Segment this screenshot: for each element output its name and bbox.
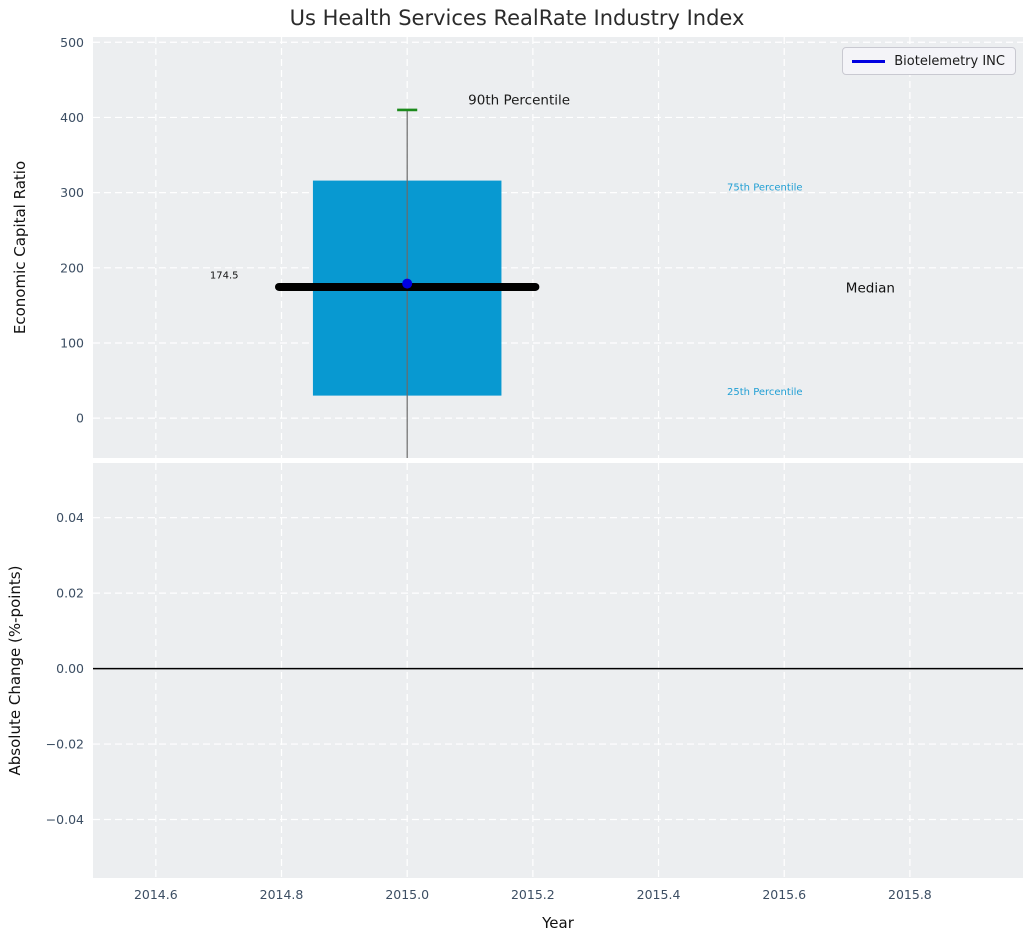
y2-tick-label: −0.02 (46, 737, 84, 752)
y2-tick-label: 0.00 (56, 661, 84, 676)
y2-axis-label: Absolute Change (%-points) (6, 566, 24, 776)
annotation: 75th Percentile (727, 182, 803, 193)
legend-label: Biotelemetry INC (894, 53, 1005, 69)
y1-tick-label: 200 (60, 260, 84, 275)
x-tick-label: 2014.6 (134, 887, 178, 902)
y1-tick-label: 500 (60, 35, 84, 50)
y2-tick-label: 0.02 (56, 586, 84, 601)
x-tick-label: 2015.4 (637, 887, 681, 902)
y1-tick-label: 400 (60, 110, 84, 125)
annotation: 174.5 (210, 270, 239, 281)
x-tick-label: 2014.8 (260, 887, 304, 902)
y2-tick-label: −0.04 (46, 812, 84, 827)
annotation: 90th Percentile (468, 93, 570, 109)
chart-title: Us Health Services RealRate Industry Ind… (289, 6, 745, 30)
y1-axis-label: Economic Capital Ratio (11, 161, 29, 334)
annotation: Median (846, 281, 895, 297)
y1-tick-label: 300 (60, 185, 84, 200)
annotation: 25th Percentile (727, 387, 803, 398)
company-point (402, 278, 413, 289)
legend: Biotelemetry INC (842, 47, 1016, 75)
x-axis-label: Year (541, 914, 575, 932)
x-tick-label: 2015.8 (888, 887, 932, 902)
x-tick-label: 2015.0 (385, 887, 429, 902)
y2-tick-label: 0.04 (56, 510, 84, 525)
axes2-background (93, 463, 1023, 878)
y1-tick-label: 100 (60, 335, 84, 350)
x-tick-label: 2015.2 (511, 887, 555, 902)
legend-line-swatch (852, 59, 886, 63)
y1-tick-label: 0 (76, 411, 84, 426)
axes1-background (93, 37, 1023, 458)
x-tick-label: 2015.6 (762, 887, 806, 902)
